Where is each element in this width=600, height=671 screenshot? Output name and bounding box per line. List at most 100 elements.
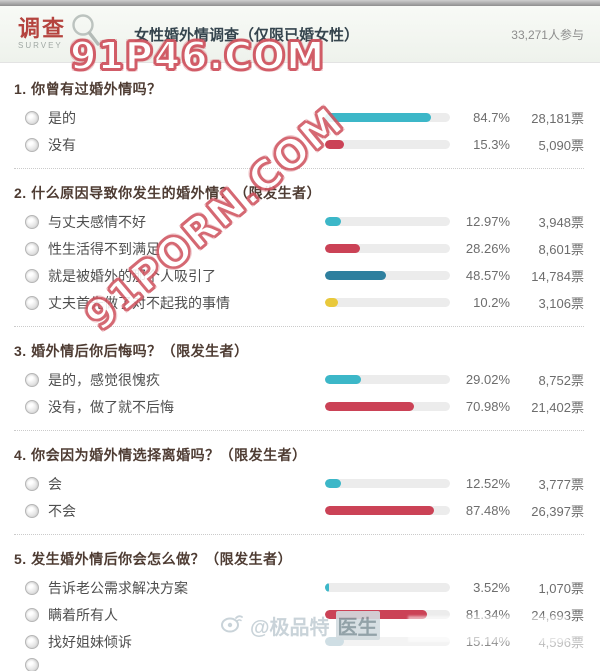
option-row: 不会 87.48% 26,397票 bbox=[14, 497, 584, 524]
option-votes: 3,948票 bbox=[538, 215, 584, 230]
result-bar-fill bbox=[325, 244, 361, 253]
option-row: 没有，做了就不后悔 70.98% 21,402票 bbox=[14, 393, 584, 420]
option-votes: 26,397票 bbox=[531, 504, 584, 519]
option-label: 与丈夫感情不好 bbox=[48, 213, 146, 230]
option-votes: 3,777票 bbox=[538, 477, 584, 492]
magnifier-icon bbox=[68, 12, 102, 53]
option-percent: 87.48% bbox=[465, 503, 510, 518]
result-bar-fill bbox=[325, 402, 414, 411]
result-bar-track bbox=[325, 583, 450, 592]
result-bar-track bbox=[325, 375, 450, 384]
option-percent: 3.52% bbox=[473, 580, 510, 595]
option-label: 丈夫首先做了对不起我的事情 bbox=[48, 294, 230, 311]
dotted-separator bbox=[14, 326, 584, 327]
result-bar-fill bbox=[325, 113, 431, 122]
option-votes: 24,693票 bbox=[531, 608, 584, 623]
option-row: 丈夫首先做了对不起我的事情 10.2% 3,106票 bbox=[14, 289, 584, 316]
radio-button[interactable] bbox=[25, 580, 39, 595]
dotted-separator bbox=[14, 534, 584, 535]
radio-button[interactable] bbox=[25, 268, 39, 283]
option-label: 告诉老公需求解决方案 bbox=[48, 579, 188, 596]
question-block: 1. 你曾有过婚外情吗？ 是的 84.7% 28,181票 没有 15.3% 5… bbox=[14, 65, 584, 169]
radio-button[interactable] bbox=[25, 658, 39, 671]
question-block: 3. 婚外情后你后悔吗？（限发生者） 是的，感觉很愧疚 29.02% 8,752… bbox=[14, 327, 584, 431]
page-title: 女性婚外情调查（仅限已婚女性） bbox=[134, 26, 360, 44]
survey-header: 调查 SURVEY 女性婚外情调查（仅限已婚女性） 33,271人参与 bbox=[0, 6, 600, 63]
option-votes: 5,090票 bbox=[538, 138, 584, 153]
option-percent: 12.97% bbox=[465, 214, 510, 229]
radio-button[interactable] bbox=[25, 476, 39, 491]
result-bar-track bbox=[325, 479, 450, 488]
result-bar-fill bbox=[325, 217, 342, 226]
question-title: 3. 婚外情后你后悔吗？（限发生者） bbox=[14, 343, 249, 359]
option-percent: 12.52% bbox=[465, 476, 510, 491]
radio-button[interactable] bbox=[25, 372, 39, 387]
result-bar-track bbox=[325, 271, 450, 280]
option-rows: 告诉老公需求解决方案 3.52% 1,070票 瞒着所有人 81.34% 24,… bbox=[14, 574, 584, 671]
top-gray-strip bbox=[0, 0, 600, 6]
option-votes: 14,784票 bbox=[531, 269, 584, 284]
option-rows: 与丈夫感情不好 12.97% 3,948票 性生活得不到满足 28.26% 8,… bbox=[14, 208, 584, 316]
option-label: 没有 bbox=[48, 136, 76, 153]
radio-button[interactable] bbox=[25, 110, 39, 125]
option-percent: 10.2% bbox=[473, 295, 510, 310]
result-bar-fill bbox=[325, 610, 427, 619]
option-label: 找好姐妹倾诉 bbox=[48, 633, 132, 650]
question-block: 4. 你会因为婚外情选择离婚吗？（限发生者） 会 12.52% 3,777票 不… bbox=[14, 431, 584, 535]
result-bar-fill bbox=[325, 479, 341, 488]
option-rows: 是的，感觉很愧疚 29.02% 8,752票 没有，做了就不后悔 70.98% … bbox=[14, 366, 584, 420]
question-title: 4. 你会因为婚外情选择离婚吗？（限发生者） bbox=[14, 447, 307, 463]
dotted-separator bbox=[14, 430, 584, 431]
result-bar-track bbox=[325, 113, 450, 122]
participants-count: 33,271人参与 bbox=[511, 27, 584, 42]
question-title: 1. 你曾有过婚外情吗？ bbox=[14, 81, 162, 97]
option-row: 会 12.52% 3,777票 bbox=[14, 470, 584, 497]
result-bar-fill bbox=[325, 271, 386, 280]
radio-button[interactable] bbox=[25, 214, 39, 229]
result-bar-fill bbox=[325, 298, 338, 307]
radio-button[interactable] bbox=[25, 295, 39, 310]
radio-button[interactable] bbox=[25, 137, 39, 152]
option-percent: 48.57% bbox=[465, 268, 510, 283]
option-label: 会 bbox=[48, 475, 62, 492]
option-row: 瞒着所有人 81.34% 24,693票 bbox=[14, 601, 584, 628]
option-row bbox=[14, 655, 584, 671]
result-bar-track bbox=[325, 140, 450, 149]
option-votes: 3,106票 bbox=[538, 296, 584, 311]
radio-button[interactable] bbox=[25, 503, 39, 518]
option-votes: 21,402票 bbox=[531, 400, 584, 415]
option-percent: 28.26% bbox=[465, 241, 510, 256]
option-row: 找好姐妹倾诉 15.14% 4,596票 bbox=[14, 628, 584, 655]
questions-list: 1. 你曾有过婚外情吗？ 是的 84.7% 28,181票 没有 15.3% 5… bbox=[14, 65, 584, 671]
option-votes: 28,181票 bbox=[531, 111, 584, 126]
result-bar-fill bbox=[325, 140, 345, 149]
result-bar-track bbox=[325, 244, 450, 253]
option-votes: 8,601票 bbox=[538, 242, 584, 257]
option-row: 就是被婚外的那个人吸引了 48.57% 14,784票 bbox=[14, 262, 584, 289]
option-votes: 1,070票 bbox=[538, 581, 584, 596]
survey-logo: 调查 SURVEY bbox=[18, 18, 66, 50]
result-bar-track bbox=[325, 610, 450, 619]
option-percent: 15.14% bbox=[465, 634, 510, 649]
radio-button[interactable] bbox=[25, 241, 39, 256]
radio-button[interactable] bbox=[25, 399, 39, 414]
result-bar-track bbox=[325, 217, 450, 226]
option-percent: 84.7% bbox=[473, 110, 510, 125]
option-label: 是的 bbox=[48, 109, 76, 126]
result-bar-fill bbox=[325, 506, 435, 515]
option-label: 不会 bbox=[48, 502, 76, 519]
option-row: 与丈夫感情不好 12.97% 3,948票 bbox=[14, 208, 584, 235]
question-block: 5. 发生婚外情后你会怎么做？（限发生者） 告诉老公需求解决方案 3.52% 1… bbox=[14, 535, 584, 671]
option-votes: 8,752票 bbox=[538, 373, 584, 388]
survey-logo-subtext: SURVEY bbox=[18, 41, 63, 50]
result-bar-fill bbox=[325, 375, 362, 384]
option-label: 就是被婚外的那个人吸引了 bbox=[48, 267, 216, 284]
result-bar-track bbox=[325, 506, 450, 515]
radio-button[interactable] bbox=[25, 607, 39, 622]
option-label: 是的，感觉很愧疚 bbox=[48, 371, 160, 388]
question-title: 5. 发生婚外情后你会怎么做？（限发生者） bbox=[14, 551, 293, 567]
radio-button[interactable] bbox=[25, 634, 39, 649]
dotted-separator bbox=[14, 168, 584, 169]
result-bar-fill bbox=[325, 583, 330, 592]
result-bar-track bbox=[325, 637, 450, 646]
